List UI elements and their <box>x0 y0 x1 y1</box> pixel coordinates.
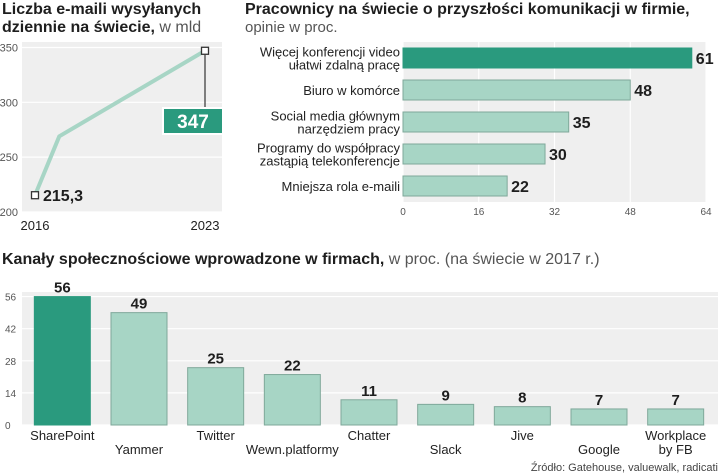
vbar-value-label: 9 <box>441 387 449 404</box>
vbar-category-label: Jive <box>511 428 534 443</box>
hbar-chart-x-tick-label: 64 <box>700 207 712 218</box>
opinions-chart-title: Pracownicy na świecie o przyszłości komu… <box>245 1 715 37</box>
email-chart-title: Liczba e-maili wysyłanych dziennie na św… <box>2 1 242 37</box>
hbar-category-label: Social media głównym <box>271 109 400 124</box>
vbar-value-label: 56 <box>54 280 71 297</box>
hbar-category-label: Biuro w komórce <box>303 83 400 98</box>
hbar-category-label: Mniejsza rola e-maili <box>282 179 401 194</box>
vbar-value-label: 7 <box>671 392 679 409</box>
opinions-chart-subtitle: opinie w proc. <box>245 19 338 36</box>
hbar-category-label: narzędziem pracy <box>297 122 400 137</box>
vbar-value-label: 7 <box>595 392 603 409</box>
vbar-category-label: by FB <box>659 442 693 457</box>
vbar-category-label: SharePoint <box>30 428 95 443</box>
line-chart-x-tick-label: 2016 <box>21 218 50 233</box>
vbar-category-label: Chatter <box>348 428 391 443</box>
vbar-value-label: 25 <box>207 351 224 368</box>
vbar-chart-y-tick-label: 0 <box>5 421 11 432</box>
vbar-chart-y-tick-label: 28 <box>5 357 17 368</box>
hbar-chart-x-tick-label: 16 <box>473 207 485 218</box>
hbar-chart-x-tick-label: 48 <box>625 207 637 218</box>
hbar-value-label: 48 <box>634 83 652 100</box>
vbar-category-label: Slack <box>430 442 462 457</box>
vbar-bar <box>493 406 551 426</box>
email-series-line <box>33 49 207 196</box>
source-note: Źródło: Gatehouse, valuewalk, radicati <box>530 462 718 474</box>
hbar-category-label: ułatwi zdalną pracę <box>289 58 400 73</box>
vbar-chart-y-tick-label: 56 <box>5 293 17 304</box>
email-chart-title-line2: dziennie na świecie, <box>2 19 155 36</box>
hbar-value-label: 30 <box>549 147 567 164</box>
vbar-value-label: 8 <box>518 390 526 407</box>
vbar-value-label: 11 <box>361 383 377 400</box>
hbar-category-label: Więcej konferencji video <box>260 45 400 60</box>
line-chart-y-tick-label: 300 <box>0 97 18 109</box>
vbar-value-label: 49 <box>131 296 148 313</box>
line-chart-y-tick-label: 250 <box>0 152 18 164</box>
end-value-callout <box>162 107 224 135</box>
hbar-bar <box>402 175 508 197</box>
vbar-bar <box>187 367 245 426</box>
channels-chart-title: Kanały społecznościowe wprowadzone w fir… <box>2 251 718 269</box>
end-point-marker <box>200 46 210 55</box>
vbar-bar <box>647 408 705 426</box>
start-point-marker <box>30 191 40 200</box>
vbar-category-label: Workplace <box>645 428 706 443</box>
hbar-category-label: zastąpią telekonferencje <box>260 154 400 169</box>
email-chart-title-line1: Liczba e-maili wysyłanych <box>2 1 202 18</box>
vbar-bar <box>110 312 168 426</box>
hbar-value-label: 61 <box>696 51 714 68</box>
end-value-label: 347 <box>177 112 209 133</box>
opinions-chart-title-text: Pracownicy na świecie o przyszłości komu… <box>245 1 690 18</box>
line-chart-y-tick-label: 350 <box>0 42 18 54</box>
hbar-category-label: Programy do współpracy <box>257 141 401 156</box>
vbar-bar <box>570 408 628 426</box>
line-chart-y-tick-label: 200 <box>0 207 18 219</box>
channels-chart-subtitle: w proc. (na świecie w 2017 r.) <box>388 251 600 268</box>
hbar-value-label: 22 <box>511 179 529 196</box>
line-chart-x-tick-label: 2023 <box>191 218 220 233</box>
hbar-chart-x-tick-label: 32 <box>549 207 561 218</box>
hbar-bar <box>402 143 546 165</box>
hbar-bar <box>402 79 631 101</box>
vbar-chart-y-tick-label: 42 <box>5 325 17 336</box>
vbar-chart-y-tick-label: 14 <box>5 389 17 400</box>
vbar-bar <box>263 374 321 426</box>
email-chart-unit: w mld <box>159 19 202 36</box>
hbar-bar <box>402 111 570 133</box>
vbar-bar <box>417 403 475 426</box>
vbar-category-label: Twitter <box>197 428 236 443</box>
vbar-bar <box>33 296 91 426</box>
vbar-value-label: 22 <box>284 358 301 375</box>
hbar-bar <box>402 47 693 69</box>
channels-chart-title-text: Kanały społecznościowe wprowadzone w fir… <box>2 251 385 268</box>
vbar-bar <box>340 399 398 426</box>
hbar-chart-x-tick-label: 0 <box>400 207 406 218</box>
vbar-category-label: Yammer <box>115 442 164 457</box>
vbar-category-label: Wewn.platformy <box>246 442 339 457</box>
hbar-value-label: 35 <box>573 115 591 132</box>
start-value-label: 215,3 <box>43 188 83 205</box>
vbar-category-label: Google <box>578 442 620 457</box>
